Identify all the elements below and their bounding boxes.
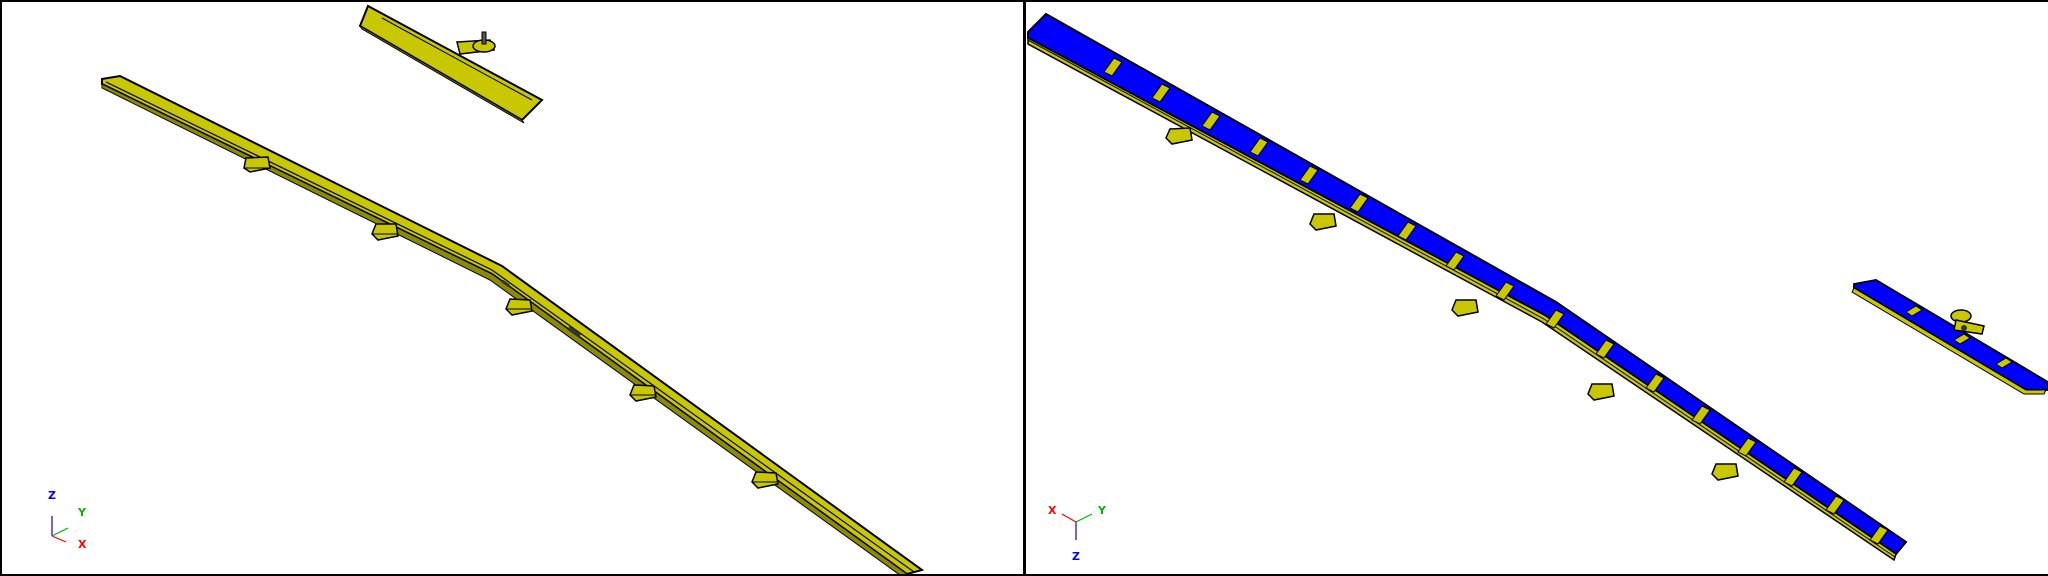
axis-triad-left: Z Y X bbox=[38, 486, 128, 574]
beam-clip-4[interactable] bbox=[629, 384, 657, 402]
viewport-left[interactable]: Z Y X bbox=[2, 2, 1023, 574]
beam-clip-2[interactable] bbox=[371, 223, 399, 241]
x-axis-line bbox=[1061, 513, 1077, 523]
long-beam[interactable] bbox=[101, 74, 925, 574]
small-part-blue[interactable] bbox=[1851, 279, 2048, 395]
viewport-left-scene[interactable] bbox=[2, 2, 1023, 574]
beam-clip-1[interactable] bbox=[243, 156, 271, 173]
y-axis-label: Y bbox=[78, 506, 86, 519]
x-axis-line bbox=[51, 535, 67, 543]
axis-triad-right: Z Y X bbox=[1040, 498, 1130, 574]
viewport-divider[interactable] bbox=[1023, 2, 1026, 574]
x-axis-label: X bbox=[78, 538, 87, 551]
viewport-right-scene[interactable] bbox=[1026, 2, 2048, 574]
y-axis-line bbox=[1075, 513, 1093, 523]
blue-beam-clip-4[interactable] bbox=[1587, 383, 1615, 401]
blue-beam-clip-3[interactable] bbox=[1451, 299, 1479, 317]
blue-beam-clip-2[interactable] bbox=[1309, 213, 1337, 231]
z-axis-label: Z bbox=[1072, 550, 1080, 563]
beam-clip-3[interactable] bbox=[505, 298, 533, 316]
z-axis-label: Z bbox=[48, 489, 56, 502]
viewport-right[interactable]: Z Y X bbox=[1026, 2, 2048, 574]
blue-beam-clip-5[interactable] bbox=[1711, 463, 1739, 481]
y-axis-label: Y bbox=[1098, 504, 1106, 517]
beam-clip-5[interactable] bbox=[751, 471, 779, 489]
y-axis-line bbox=[51, 527, 69, 537]
x-axis-label: X bbox=[1048, 504, 1057, 517]
upper-part[interactable] bbox=[358, 4, 544, 124]
long-beam-blue[interactable] bbox=[1027, 12, 1908, 562]
blue-beam-clip-1[interactable] bbox=[1165, 127, 1193, 145]
